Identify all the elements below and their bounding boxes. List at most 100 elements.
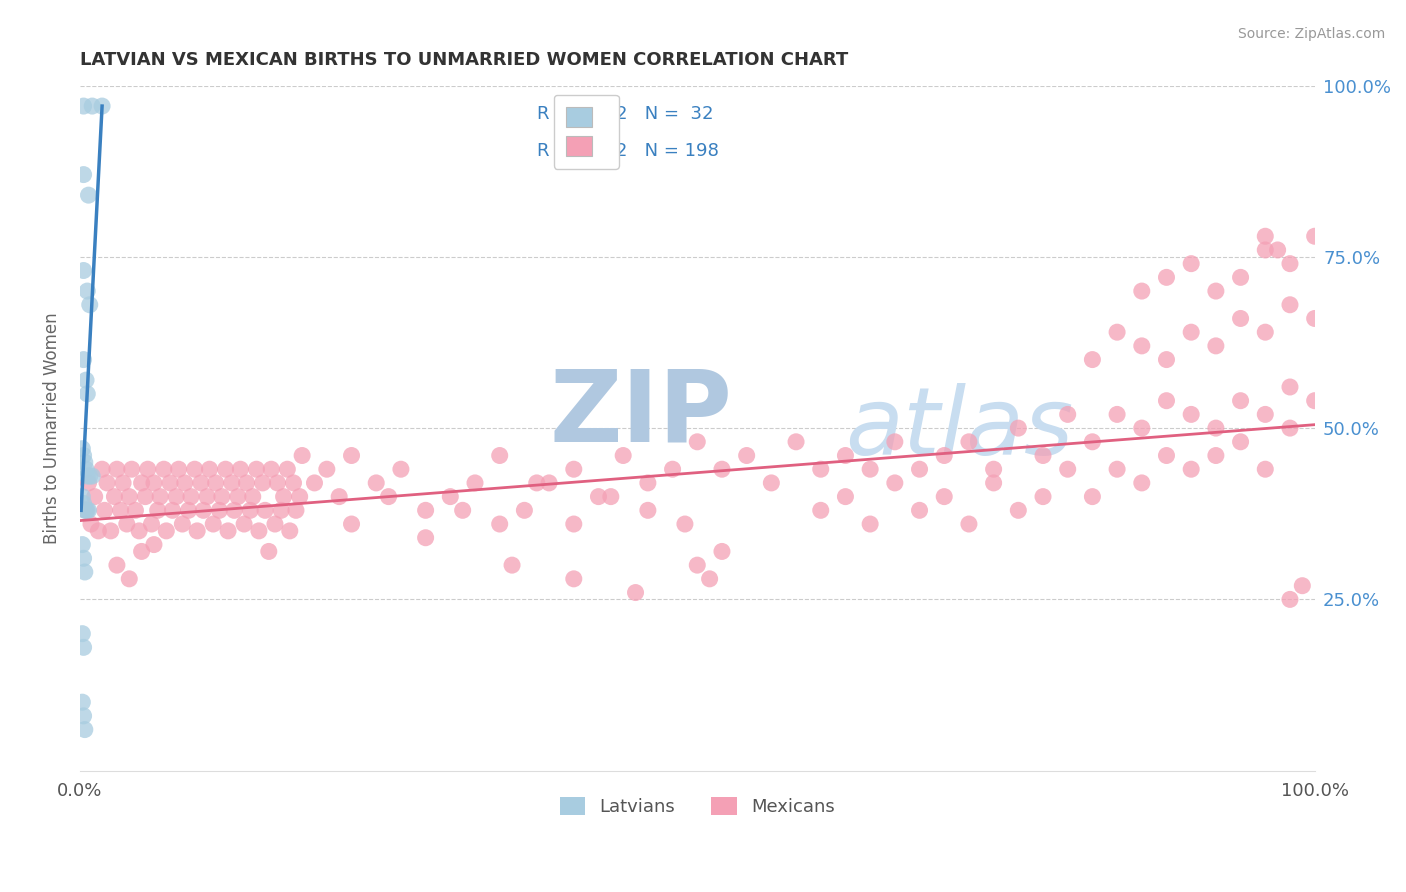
- Point: [957, 516, 980, 531]
- Point: [257, 544, 280, 558]
- Point: [1254, 229, 1277, 244]
- Point: [1303, 393, 1326, 408]
- Point: [233, 516, 256, 531]
- Point: [72, 538, 94, 552]
- Point: [1278, 421, 1301, 435]
- Point: [172, 516, 194, 531]
- Point: [908, 503, 931, 517]
- Point: [834, 449, 856, 463]
- Point: [1229, 311, 1251, 326]
- Text: ZIP: ZIP: [550, 366, 733, 463]
- Point: [464, 475, 486, 490]
- Point: [273, 490, 295, 504]
- Point: [1081, 490, 1104, 504]
- Point: [562, 516, 585, 531]
- Point: [87, 524, 110, 538]
- Point: [149, 490, 172, 504]
- Point: [1291, 579, 1313, 593]
- Point: [83, 490, 105, 504]
- Point: [538, 475, 561, 490]
- Point: [131, 544, 153, 558]
- Point: [229, 462, 252, 476]
- Point: [80, 516, 103, 531]
- Point: [1229, 434, 1251, 449]
- Point: [562, 462, 585, 476]
- Point: [266, 475, 288, 490]
- Point: [859, 462, 882, 476]
- Point: [1056, 408, 1078, 422]
- Point: [235, 475, 257, 490]
- Point: [82, 469, 104, 483]
- Point: [247, 524, 270, 538]
- Point: [501, 558, 523, 573]
- Point: [588, 490, 610, 504]
- Point: [637, 503, 659, 517]
- Point: [73, 503, 96, 517]
- Point: [214, 462, 236, 476]
- Point: [624, 585, 647, 599]
- Point: [934, 449, 956, 463]
- Point: [983, 462, 1005, 476]
- Point: [1130, 339, 1153, 353]
- Point: [983, 475, 1005, 490]
- Point: [389, 462, 412, 476]
- Point: [340, 516, 363, 531]
- Point: [224, 503, 246, 517]
- Y-axis label: Births to Unmarried Women: Births to Unmarried Women: [44, 312, 60, 544]
- Point: [1205, 449, 1227, 463]
- Point: [1267, 243, 1289, 257]
- Point: [72, 695, 94, 709]
- Point: [110, 503, 132, 517]
- Point: [100, 524, 122, 538]
- Point: [75, 373, 97, 387]
- Point: [159, 475, 181, 490]
- Point: [264, 516, 287, 531]
- Point: [72, 442, 94, 456]
- Point: [1130, 284, 1153, 298]
- Point: [76, 387, 98, 401]
- Point: [254, 503, 277, 517]
- Point: [208, 503, 231, 517]
- Point: [288, 490, 311, 504]
- Point: [328, 490, 350, 504]
- Point: [377, 490, 399, 504]
- Point: [661, 462, 683, 476]
- Point: [153, 462, 176, 476]
- Point: [699, 572, 721, 586]
- Point: [204, 475, 226, 490]
- Point: [221, 475, 243, 490]
- Point: [260, 462, 283, 476]
- Point: [488, 449, 510, 463]
- Point: [283, 475, 305, 490]
- Point: [1130, 421, 1153, 435]
- Point: [72, 626, 94, 640]
- Point: [291, 449, 314, 463]
- Point: [1254, 408, 1277, 422]
- Point: [1081, 352, 1104, 367]
- Point: [1130, 475, 1153, 490]
- Point: [1180, 325, 1202, 339]
- Point: [91, 462, 114, 476]
- Point: [1156, 352, 1178, 367]
- Point: [1081, 434, 1104, 449]
- Point: [134, 490, 156, 504]
- Point: [1278, 592, 1301, 607]
- Point: [957, 434, 980, 449]
- Point: [124, 503, 146, 517]
- Point: [72, 490, 94, 504]
- Point: [1107, 462, 1129, 476]
- Point: [165, 490, 187, 504]
- Point: [202, 516, 225, 531]
- Point: [239, 503, 262, 517]
- Point: [91, 99, 114, 113]
- Point: [599, 490, 621, 504]
- Point: [340, 449, 363, 463]
- Point: [115, 516, 138, 531]
- Point: [673, 516, 696, 531]
- Point: [112, 475, 135, 490]
- Point: [1205, 339, 1227, 353]
- Point: [1278, 257, 1301, 271]
- Point: [167, 462, 190, 476]
- Point: [73, 565, 96, 579]
- Point: [366, 475, 388, 490]
